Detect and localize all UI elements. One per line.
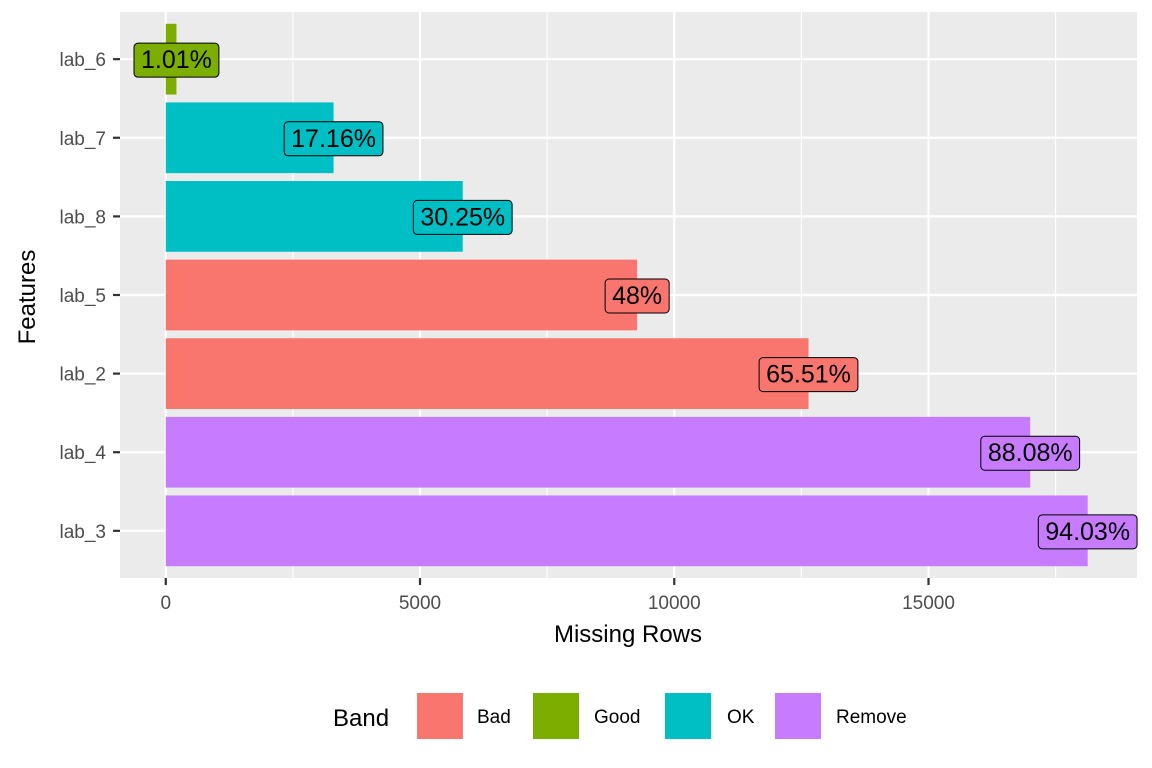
y-axis-title: Features — [14, 250, 41, 345]
data-label-box — [1037, 514, 1138, 550]
y-tick-label: lab_2 — [60, 365, 107, 386]
legend-label-remove: Remove — [836, 707, 907, 728]
data-label-lab_7: 17.16% — [283, 121, 384, 157]
y-tick-label: lab_4 — [60, 443, 107, 464]
data-label-box — [283, 121, 384, 157]
data-label-text: 30.25% — [420, 203, 505, 231]
data-label-text: 88.08% — [988, 439, 1073, 467]
data-label-box — [133, 42, 220, 78]
x-tick-label: 0 — [160, 593, 171, 614]
y-tick-label: lab_8 — [60, 207, 107, 228]
x-axis: 0 5000 10000 15000 — [160, 578, 955, 614]
legend-label-bad: Bad — [477, 707, 511, 728]
legend-key-bad — [417, 693, 463, 739]
x-tick-label: 15000 — [902, 593, 955, 614]
y-tick-label: lab_6 — [60, 50, 107, 71]
legend-key-ok — [665, 693, 711, 739]
data-label-text: 65.51% — [766, 361, 851, 389]
bar-lab_4 — [165, 416, 1031, 488]
legend-title: Band — [333, 705, 389, 732]
legend: Band Bad Good OK Remove — [333, 693, 907, 739]
y-tick-label: lab_3 — [60, 522, 107, 543]
data-label-lab_8: 30.25% — [412, 199, 513, 235]
data-label-box — [604, 278, 670, 314]
bar-lab_5 — [165, 259, 638, 331]
x-tick-label: 5000 — [399, 593, 441, 614]
data-label-text: 1.01% — [141, 46, 212, 74]
data-label-lab_6: 1.01% — [133, 42, 220, 78]
legend-key-good — [533, 693, 579, 739]
data-label-box — [412, 199, 513, 235]
data-label-text: 17.16% — [291, 125, 376, 153]
x-tick-label: 10000 — [648, 593, 701, 614]
y-tick-label: lab_7 — [60, 129, 107, 150]
data-label-text: 94.03% — [1045, 518, 1130, 546]
legend-label-good: Good — [594, 707, 640, 728]
data-label-box — [758, 357, 859, 393]
y-axis: lab_6 lab_7 lab_8 lab_5 lab_2 lab_4 lab_3 — [60, 50, 120, 543]
data-label-text: 48% — [612, 282, 662, 310]
bar-lab_2 — [165, 338, 809, 409]
bars — [165, 23, 1088, 567]
data-labels: 1.01% 17.16% 30.25% 48% 65.51% 88.08% 94.03% — [133, 42, 1138, 550]
legend-label-ok: OK — [727, 707, 755, 728]
x-axis-title: Missing Rows — [554, 621, 702, 648]
data-label-lab_5: 48% — [604, 278, 670, 314]
data-label-lab_2: 65.51% — [758, 357, 859, 393]
data-label-lab_3: 94.03% — [1037, 514, 1138, 550]
data-label-box — [980, 435, 1081, 471]
bar-lab_3 — [165, 495, 1088, 567]
y-tick-label: lab_5 — [60, 286, 107, 307]
data-label-lab_4: 88.08% — [980, 435, 1081, 471]
legend-key-remove — [775, 693, 821, 739]
